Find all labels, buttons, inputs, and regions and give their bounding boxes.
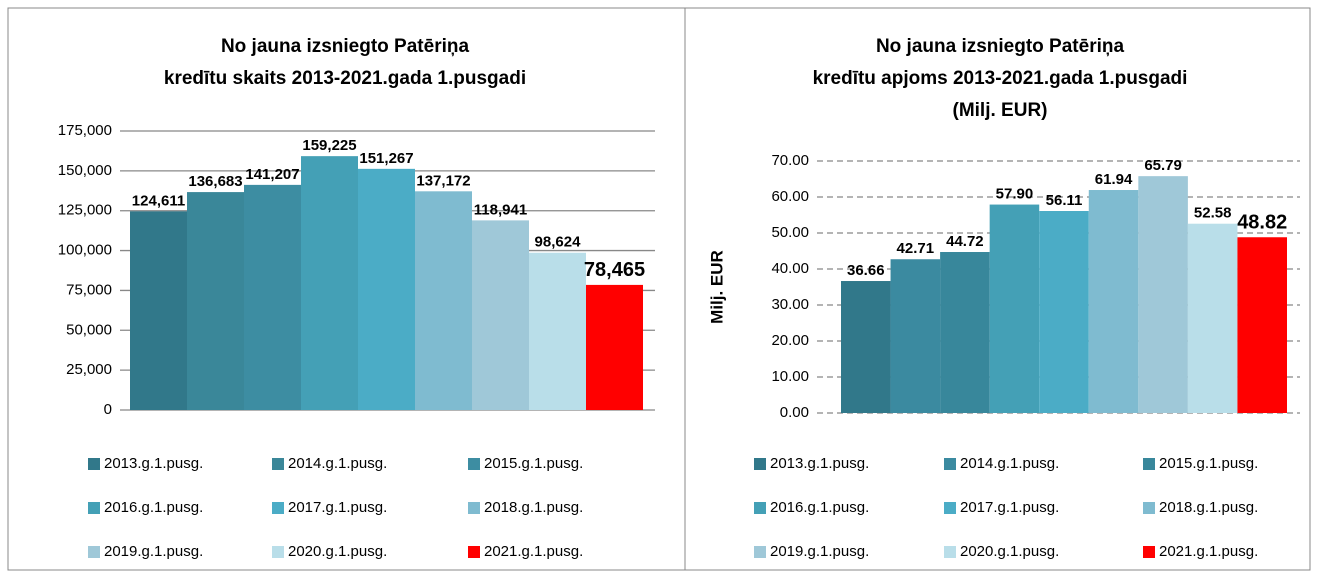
y-axis-label: Milj. EUR — [707, 250, 726, 324]
bar — [187, 192, 244, 410]
bar — [472, 220, 529, 410]
bar — [1138, 176, 1188, 413]
bar — [358, 168, 415, 410]
y-tick-label: 70.00 — [771, 152, 809, 169]
y-tick-label: 20.00 — [771, 332, 809, 349]
legend-label: 2019.g.1.pusg. — [770, 543, 869, 560]
legend-label: 2015.g.1.pusg. — [484, 455, 583, 472]
legend-swatch — [944, 546, 956, 558]
bar — [1039, 211, 1089, 413]
data-label: 48.82 — [1237, 212, 1287, 234]
y-tick-label: 0 — [104, 401, 112, 418]
legend-swatch — [88, 502, 100, 514]
y-tick-label: 30.00 — [771, 296, 809, 313]
legend-label: 2018.g.1.pusg. — [1159, 499, 1258, 516]
legend-swatch — [754, 546, 766, 558]
y-tick-label: 60.00 — [771, 188, 809, 205]
chart-title: No jauna izsniegto Patēriņa — [221, 36, 470, 57]
bar — [244, 184, 301, 410]
data-label: 136,683 — [188, 173, 242, 190]
bar — [130, 211, 187, 410]
bar — [1088, 190, 1139, 413]
data-label: 78,465 — [584, 259, 645, 281]
legend-label: 2021.g.1.pusg. — [484, 543, 583, 560]
data-label: 52.58 — [1194, 205, 1232, 222]
data-label: 159,225 — [302, 137, 356, 154]
legend-label: 2014.g.1.pusg. — [960, 455, 1059, 472]
legend-label: 2015.g.1.pusg. — [1159, 455, 1258, 472]
legend-swatch — [272, 546, 284, 558]
bar — [841, 281, 891, 413]
data-label: 36.66 — [847, 262, 885, 279]
bar — [529, 252, 586, 410]
legend-swatch — [1143, 546, 1155, 558]
y-tick-label: 50,000 — [66, 321, 112, 338]
data-label: 124,611 — [132, 192, 185, 209]
legend-swatch — [754, 458, 766, 470]
y-tick-label: 40.00 — [771, 260, 809, 277]
legend-swatch — [468, 546, 480, 558]
bar — [415, 191, 472, 410]
legend-swatch — [88, 458, 100, 470]
data-label: 137,172 — [416, 172, 470, 189]
y-tick-label: 175,000 — [58, 122, 112, 139]
legend-swatch — [468, 502, 480, 514]
bar — [890, 259, 941, 413]
bar — [1237, 237, 1287, 413]
data-label: 42.71 — [897, 240, 935, 257]
data-label: 118,941 — [474, 201, 527, 218]
legend-label: 2013.g.1.pusg. — [770, 455, 869, 472]
legend-label: 2021.g.1.pusg. — [1159, 543, 1258, 560]
y-tick-label: 10.00 — [771, 368, 809, 385]
y-tick-label: 150,000 — [58, 162, 112, 179]
legend-swatch — [88, 546, 100, 558]
legend-label: 2016.g.1.pusg. — [770, 499, 869, 516]
bar — [989, 204, 1040, 413]
legend-label: 2020.g.1.pusg. — [288, 543, 387, 560]
legend-swatch — [1143, 502, 1155, 514]
y-tick-label: 100,000 — [58, 242, 112, 259]
legend-swatch — [944, 502, 956, 514]
legend-label: 2019.g.1.pusg. — [104, 543, 203, 560]
bar — [301, 156, 358, 410]
legend-swatch — [944, 458, 956, 470]
legend-label: 2014.g.1.pusg. — [288, 455, 387, 472]
y-tick-label: 0.00 — [780, 404, 809, 421]
legend-swatch — [1143, 458, 1155, 470]
legend-swatch — [754, 502, 766, 514]
y-tick-label: 75,000 — [66, 281, 112, 298]
bar — [940, 252, 990, 413]
y-tick-label: 50.00 — [771, 224, 809, 241]
data-label: 98,624 — [535, 234, 582, 251]
chart-title: kredītu skaits 2013-2021.gada 1.pusgadi — [164, 68, 526, 89]
data-label: 44.72 — [946, 233, 984, 250]
legend-swatch — [272, 458, 284, 470]
bar — [586, 284, 643, 410]
frame — [7, 7, 1311, 571]
legend-label: 2016.g.1.pusg. — [104, 499, 203, 516]
data-label: 61.94 — [1095, 171, 1133, 188]
data-label: 57.90 — [996, 186, 1034, 203]
bar — [1187, 223, 1238, 413]
legend-label: 2013.g.1.pusg. — [104, 455, 203, 472]
chart-title: kredītu apjoms 2013-2021.gada 1.pusgadi — [813, 68, 1188, 89]
data-label: 65.79 — [1144, 157, 1182, 174]
y-tick-label: 125,000 — [58, 202, 112, 219]
data-label: 151,267 — [359, 150, 413, 167]
chart-title: No jauna izsniegto Patēriņa — [876, 36, 1125, 57]
legend-swatch — [468, 458, 480, 470]
legend-label: 2018.g.1.pusg. — [484, 499, 583, 516]
legend-label: 2020.g.1.pusg. — [960, 543, 1059, 560]
chart-title: (Milj. EUR) — [953, 100, 1048, 121]
data-label: 56.11 — [1046, 192, 1083, 209]
legend-label: 2017.g.1.pusg. — [288, 499, 387, 516]
y-tick-label: 25,000 — [66, 361, 112, 378]
legend-label: 2017.g.1.pusg. — [960, 499, 1059, 516]
data-label: 141,207 — [245, 166, 299, 183]
legend-swatch — [272, 502, 284, 514]
